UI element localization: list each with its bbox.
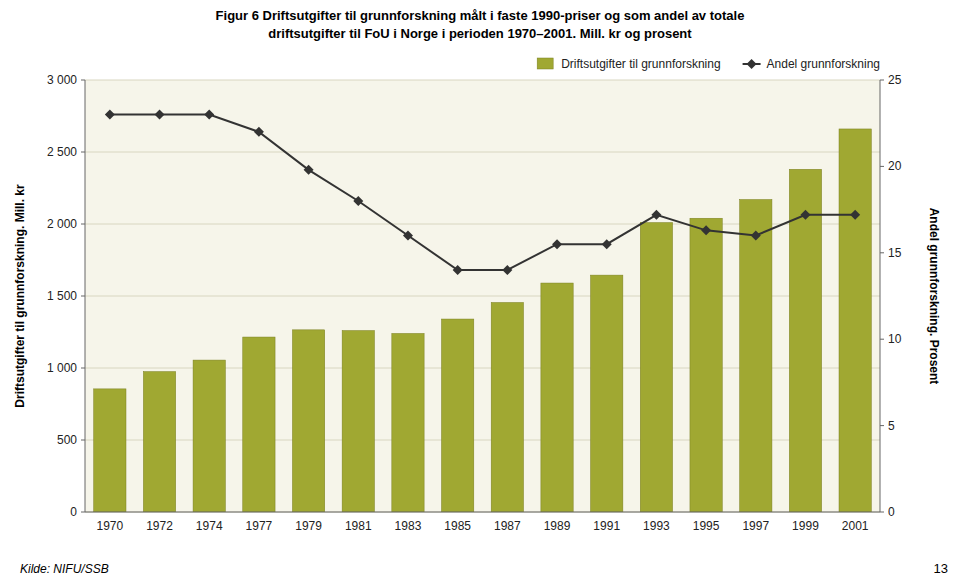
bar [292, 330, 324, 512]
y2-tick [880, 339, 884, 340]
marker [105, 110, 115, 120]
marks [94, 110, 872, 512]
y2-tick [880, 512, 884, 513]
bar [789, 169, 821, 512]
y-tick-label: 1 000 [47, 361, 77, 375]
x-tick-label: 2001 [842, 519, 869, 533]
subtitle: driftsutgifter til FoU i Norge i periode… [268, 26, 692, 41]
marker [453, 265, 463, 275]
legend-swatch [537, 58, 553, 69]
y-tick-label: 500 [57, 433, 77, 447]
x-axis-line [85, 512, 880, 513]
grid-line [85, 152, 880, 153]
marker [602, 239, 612, 249]
bar [839, 129, 871, 512]
y2-tick [880, 252, 884, 253]
legend-label: Andel grunnforskning [767, 57, 880, 71]
bar [491, 302, 523, 512]
y2-tick-label: 25 [888, 73, 902, 87]
bar [143, 372, 175, 512]
x-tick-label: 1985 [444, 519, 471, 533]
y2-tick-label: 10 [888, 332, 902, 346]
y-tick [81, 224, 85, 225]
legend-label: Driftsutgifter til grunnforskning [561, 57, 720, 71]
y-tick-label: 0 [70, 505, 77, 519]
legend: Driftsutgifter til grunnforskning Andel g… [537, 57, 880, 71]
bar [690, 218, 722, 512]
y2-tick [880, 80, 884, 81]
legend-item: Driftsutgifter til grunnforskning [537, 57, 720, 71]
bar [541, 283, 573, 512]
marker [155, 110, 165, 120]
y-axis-label: Driftsutgifter til grunnforskning. Mill.… [13, 184, 27, 408]
bar [740, 200, 772, 512]
y2-tick-label: 0 [888, 505, 895, 519]
chart: Figur 6 Driftsutgifter til grunnforsknin… [0, 0, 960, 583]
line [110, 115, 855, 271]
y-tick [81, 368, 85, 369]
y-tick-label: 2 000 [47, 217, 77, 231]
y-tick [81, 80, 85, 81]
marker [502, 265, 512, 275]
x-tick-label: 1983 [395, 519, 422, 533]
x-tick-label: 1981 [345, 519, 372, 533]
y-tick [81, 152, 85, 153]
marker [403, 231, 413, 241]
marker [850, 210, 860, 220]
axes: 1970 1972 1974 1977 1979 1981 1983 1985 1987 1989… [13, 73, 941, 533]
x-tick-label: 1979 [295, 519, 322, 533]
bar [342, 331, 374, 512]
title: Figur 6 Driftsutgifter til grunnforsknin… [216, 8, 745, 23]
x-tick-label: 1993 [643, 519, 670, 533]
marker [204, 110, 214, 120]
y-tick-label: 3 000 [47, 73, 77, 87]
x-tick-label: 1972 [146, 519, 173, 533]
y2-tick [880, 425, 884, 426]
x-tick-label: 1999 [792, 519, 819, 533]
y-tick-label: 1 500 [47, 289, 77, 303]
bar [243, 337, 275, 512]
y2-tick-label: 5 [888, 419, 895, 433]
x-tick-label: 1997 [742, 519, 769, 533]
y2-tick-label: 20 [888, 159, 902, 173]
marker [751, 231, 761, 241]
legend-marker [747, 59, 757, 69]
y-tick [81, 296, 85, 297]
grid-line [85, 80, 880, 81]
y2-tick [880, 166, 884, 167]
marker [254, 127, 264, 137]
bar [94, 389, 126, 512]
marker [651, 210, 661, 220]
y-tick [81, 440, 85, 441]
y-tick-label: 2 500 [47, 145, 77, 159]
legend-item: Andel grunnforskning [743, 57, 880, 71]
x-tick-label: 1995 [693, 519, 720, 533]
x-tick-label: 1970 [96, 519, 123, 533]
x-tick-label: 1974 [196, 519, 223, 533]
x-tick-label: 1989 [544, 519, 571, 533]
y2-tick-label: 15 [888, 246, 902, 260]
source-note: Kilde: NIFU/SSB [20, 562, 109, 576]
grid [85, 80, 880, 512]
marker [552, 239, 562, 249]
grid-line [85, 512, 880, 513]
marker [800, 210, 810, 220]
x-tick-label: 1987 [494, 519, 521, 533]
bar [591, 275, 623, 512]
bar [640, 223, 672, 512]
marker [353, 196, 363, 206]
bar [392, 333, 424, 512]
page-number: 13 [934, 561, 948, 576]
x-tick-label: 1977 [246, 519, 273, 533]
x-tick-label: 1991 [593, 519, 620, 533]
plot-area [85, 80, 880, 512]
marker [701, 225, 711, 235]
bar [193, 360, 225, 512]
y2-axis-line [880, 80, 881, 512]
marker [304, 165, 314, 175]
y-tick [81, 512, 85, 513]
y2-axis-label: Andel grunnforskning. Prosent [927, 208, 941, 385]
bar [442, 319, 474, 512]
